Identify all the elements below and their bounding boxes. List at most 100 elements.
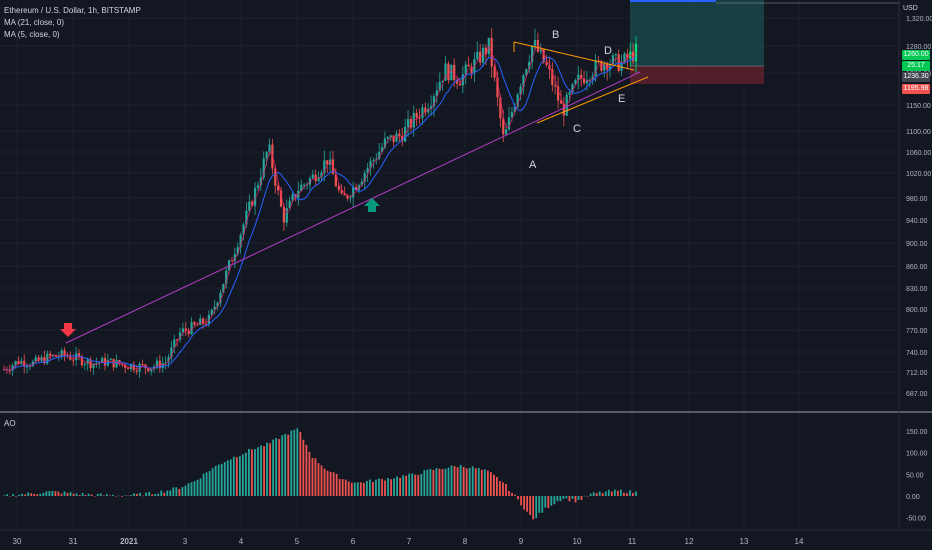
label-c: C bbox=[573, 123, 581, 135]
candle-body bbox=[424, 107, 427, 113]
candle-body bbox=[447, 63, 450, 81]
candle-body bbox=[458, 83, 462, 86]
ao-bar bbox=[426, 469, 429, 496]
ao-bar bbox=[51, 490, 54, 496]
ao-bar bbox=[302, 439, 305, 496]
candle-body bbox=[170, 347, 173, 358]
ao-bar bbox=[356, 482, 359, 496]
ao-bar bbox=[81, 492, 84, 496]
candle-body bbox=[380, 147, 384, 152]
candle-body bbox=[568, 92, 571, 95]
candle-body bbox=[510, 111, 514, 118]
price-tick-label: 980.00 bbox=[906, 196, 928, 203]
ao-bar bbox=[314, 458, 317, 496]
ao-bar bbox=[278, 439, 281, 496]
price-tick-label: 687.00 bbox=[906, 391, 928, 398]
ao-bar bbox=[372, 482, 374, 496]
candle-body bbox=[77, 353, 81, 357]
candle-body bbox=[614, 54, 617, 56]
candle-body bbox=[80, 356, 84, 366]
ao-bar bbox=[48, 491, 51, 496]
ao-bar bbox=[538, 496, 541, 513]
ao-tick-label: -50.00 bbox=[906, 516, 926, 523]
candle-body bbox=[178, 332, 182, 340]
ao-bar bbox=[341, 479, 344, 496]
candle-body bbox=[173, 339, 176, 348]
ao-bar bbox=[514, 494, 516, 496]
candle-body bbox=[334, 174, 337, 187]
candle-body bbox=[282, 206, 286, 223]
ao-bar bbox=[205, 472, 208, 496]
candle-body bbox=[409, 119, 413, 128]
candle-body bbox=[346, 195, 349, 199]
currency-label[interactable]: USD bbox=[903, 5, 918, 12]
ao-bar bbox=[96, 493, 99, 496]
ao-bar bbox=[33, 494, 36, 496]
price-tick-label: 1020.00 bbox=[906, 171, 931, 178]
ao-bar bbox=[375, 479, 377, 496]
candle-body bbox=[386, 137, 389, 139]
candle-body bbox=[418, 117, 421, 119]
ao-bar bbox=[254, 449, 256, 496]
ao-bar bbox=[293, 429, 296, 496]
candle-body bbox=[378, 151, 381, 160]
price-tick-label: 900.00 bbox=[906, 241, 928, 248]
candle-body bbox=[69, 356, 72, 360]
candle-body bbox=[279, 190, 283, 207]
ao-bar bbox=[296, 428, 299, 496]
candle-body bbox=[138, 363, 141, 372]
candle-body bbox=[580, 74, 583, 79]
candle-body bbox=[8, 370, 11, 372]
candle-body bbox=[582, 78, 586, 84]
ma5-legend: MA (5, close, 0) bbox=[4, 30, 60, 39]
candle-body bbox=[427, 108, 430, 113]
candle-body bbox=[109, 358, 112, 361]
candle-body bbox=[144, 364, 147, 369]
candle-body bbox=[40, 357, 43, 361]
candle-body bbox=[300, 184, 303, 192]
ao-bar bbox=[187, 483, 190, 496]
candle-body bbox=[559, 100, 563, 104]
ao-bar bbox=[390, 479, 392, 496]
ao-bar bbox=[281, 435, 284, 496]
candle-body bbox=[389, 135, 392, 138]
time-label: 8 bbox=[463, 537, 468, 546]
ao-bar bbox=[78, 495, 81, 496]
price-tick-label: 830.00 bbox=[906, 286, 928, 293]
ao-bar bbox=[108, 495, 111, 496]
candle-body bbox=[49, 353, 52, 356]
candle-body bbox=[453, 64, 456, 81]
price-tick-label: 800.00 bbox=[906, 307, 928, 314]
candle-body bbox=[444, 63, 447, 81]
candle-body bbox=[251, 201, 254, 206]
candle-body bbox=[337, 186, 340, 190]
candle-body bbox=[121, 364, 124, 366]
ao-bar bbox=[492, 474, 495, 496]
ao-bar bbox=[396, 476, 399, 496]
candle-body bbox=[626, 53, 629, 59]
ao-bar bbox=[226, 460, 229, 496]
candle-body bbox=[556, 86, 560, 101]
ao-bar bbox=[381, 478, 383, 496]
ao-bar bbox=[505, 483, 507, 496]
ao-bar bbox=[619, 489, 622, 496]
candle-body bbox=[233, 254, 236, 261]
ao-bar bbox=[402, 475, 405, 496]
candle-body bbox=[265, 152, 268, 159]
ao-bar bbox=[157, 493, 160, 496]
ao-bar bbox=[299, 431, 302, 496]
candle-body bbox=[585, 80, 589, 84]
time-label: 5 bbox=[295, 537, 300, 546]
ao-bar bbox=[329, 471, 332, 496]
ao-bar bbox=[60, 493, 63, 496]
candle-body bbox=[25, 366, 29, 368]
last-price-tag: 1260.00 bbox=[902, 50, 930, 60]
ao-bar bbox=[223, 462, 226, 496]
ao-bar bbox=[181, 487, 184, 496]
ao-bar bbox=[598, 491, 601, 496]
ao-bar bbox=[441, 469, 444, 496]
ao-bar bbox=[447, 467, 450, 496]
ao-bar bbox=[411, 473, 414, 496]
price-tick-label: 1,320.00 bbox=[906, 16, 932, 23]
